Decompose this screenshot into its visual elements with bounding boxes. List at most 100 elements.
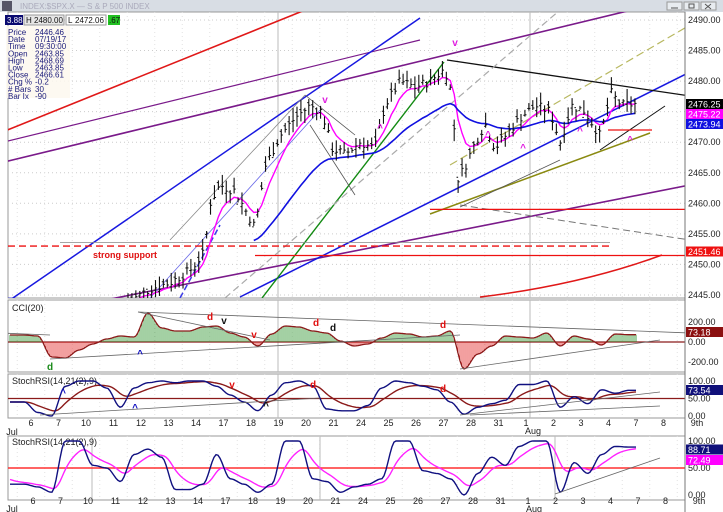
stoch2-fast-badge-bg	[686, 444, 723, 455]
month-label: Jul	[6, 504, 18, 512]
cci-line	[10, 312, 636, 370]
stoch2-tick: 0.00	[688, 490, 706, 500]
gray-dashed-line	[224, 12, 559, 298]
support-badge: 2451.46	[688, 247, 721, 257]
stoch2-trendline	[554, 457, 661, 495]
moving-averages	[138, 76, 636, 298]
stoch2-label: StochRSI(14,21(2),9)	[12, 437, 97, 447]
stoch1-signal-marker: ^	[132, 403, 138, 414]
fast-ma-line	[138, 76, 636, 298]
date-label: 19	[273, 418, 283, 428]
stoch2-tick: 50.00	[688, 463, 711, 473]
data-window-label: Time	[8, 42, 26, 51]
price-signal-marker: ^	[377, 123, 383, 134]
date-label-lower: 31	[495, 496, 505, 506]
date-label: 7	[633, 418, 638, 428]
date-label: 3	[578, 418, 583, 428]
support-levels	[8, 129, 685, 257]
price-tick: 2470.00	[688, 137, 721, 147]
price-tick: 2450.00	[688, 259, 721, 269]
stoch1-trendlines	[39, 391, 661, 416]
low-label: L	[68, 16, 73, 25]
date-label-lower: 26	[413, 496, 423, 506]
maximize-button[interactable]	[683, 1, 700, 11]
price-tick: 2480.00	[688, 76, 721, 86]
date-label-lower: 12	[138, 496, 148, 506]
gray-channel-line	[169, 94, 306, 241]
cci-pane	[7, 299, 686, 373]
date-label: 1	[523, 418, 528, 428]
date-label: 10	[81, 418, 91, 428]
stoch1-tick: 0.00	[688, 411, 706, 421]
price-tick: 2445.00	[688, 290, 721, 300]
cci-signal-marker: ^	[137, 349, 143, 360]
green-trendline	[261, 61, 445, 298]
stoch1-badge: 73.54	[688, 386, 711, 396]
data-window-label: High	[8, 56, 24, 65]
cci-tick: 0.00	[688, 337, 706, 347]
gray-channel-line-2	[304, 94, 356, 136]
minimize-button[interactable]	[666, 1, 683, 11]
data-window-label: Date	[8, 35, 25, 44]
stoch1-slow-line	[10, 381, 637, 412]
cci-tick: 200.00	[688, 317, 716, 327]
fast-ma-badge: 2475.22	[688, 110, 721, 120]
signal-markers: vv^^^^^d^d vvd d d^^v^d d	[47, 38, 633, 414]
data-window-label: Open	[8, 49, 28, 58]
stoch1-label: StochRSI(14,21(2),9)	[12, 376, 97, 386]
thin-blue-line	[149, 109, 321, 298]
date-label-lower: 6	[30, 496, 35, 506]
date-label-lower: 14	[193, 496, 203, 506]
fast-ma-badge-bg	[686, 109, 723, 119]
date-label: 24	[356, 418, 366, 428]
month-label: Aug	[526, 504, 542, 512]
date-label-lower: 7	[58, 496, 63, 506]
date-label: 2	[551, 418, 556, 428]
stoch1-plot	[8, 380, 685, 417]
gray-dashed-lower-line	[459, 204, 685, 240]
black-upper-trendline	[446, 59, 685, 96]
stoch1-signal-marker: ^	[263, 401, 269, 412]
price-tick: 2455.00	[688, 229, 721, 239]
date-label-lower: 13	[165, 496, 175, 506]
cci-signal-marker: d	[330, 323, 336, 334]
blue-lower-trendline	[239, 73, 685, 298]
price-signal-marker: v	[452, 38, 458, 49]
cci-tick: -200.00	[688, 357, 719, 367]
slow-ma-badge-bg	[686, 119, 723, 129]
date-label-lower: 24	[358, 496, 368, 506]
data-window-label: # Bars	[8, 85, 31, 94]
month-label: Jul	[6, 427, 18, 437]
window-title: INDEX:$SPX.X — S & P 500 INDEX	[20, 2, 150, 11]
data-window-label: Bar Ix	[8, 92, 29, 101]
date-label-lower: 19	[275, 496, 285, 506]
date-label-lower: 27	[440, 496, 450, 506]
date-label: 4	[606, 418, 611, 428]
last-value: 3.88	[7, 16, 23, 25]
cci-signal-marker: d	[47, 362, 53, 373]
date-label: 17	[218, 418, 228, 428]
price-tick: 2485.00	[688, 46, 721, 56]
close-button[interactable]	[700, 1, 717, 11]
slow-ma-line	[253, 102, 636, 242]
change-value: .67	[109, 16, 121, 25]
trendlines	[8, 12, 685, 298]
stoch1-signal-marker: v	[229, 380, 235, 391]
olive-trendline	[429, 132, 651, 215]
date-label: 9th	[691, 418, 704, 428]
red-trendline	[8, 12, 303, 131]
price-signal-marker: ^	[520, 143, 526, 154]
data-window-value: 2468.69	[35, 56, 64, 65]
date-label-lower: 11	[111, 496, 120, 506]
date-label-lower: 17	[220, 496, 230, 506]
price-tick: 2465.00	[688, 168, 721, 178]
strong-support-label: strong support	[93, 250, 157, 260]
date-label-lower: 3	[580, 496, 585, 506]
stoch1-tick: 100.00	[688, 376, 716, 386]
date-label-lower: 8	[663, 496, 668, 506]
date-label: 21	[328, 418, 338, 428]
date-label-lower: 1	[525, 496, 530, 506]
red-ma	[479, 254, 663, 298]
date-label: 7	[56, 418, 61, 428]
